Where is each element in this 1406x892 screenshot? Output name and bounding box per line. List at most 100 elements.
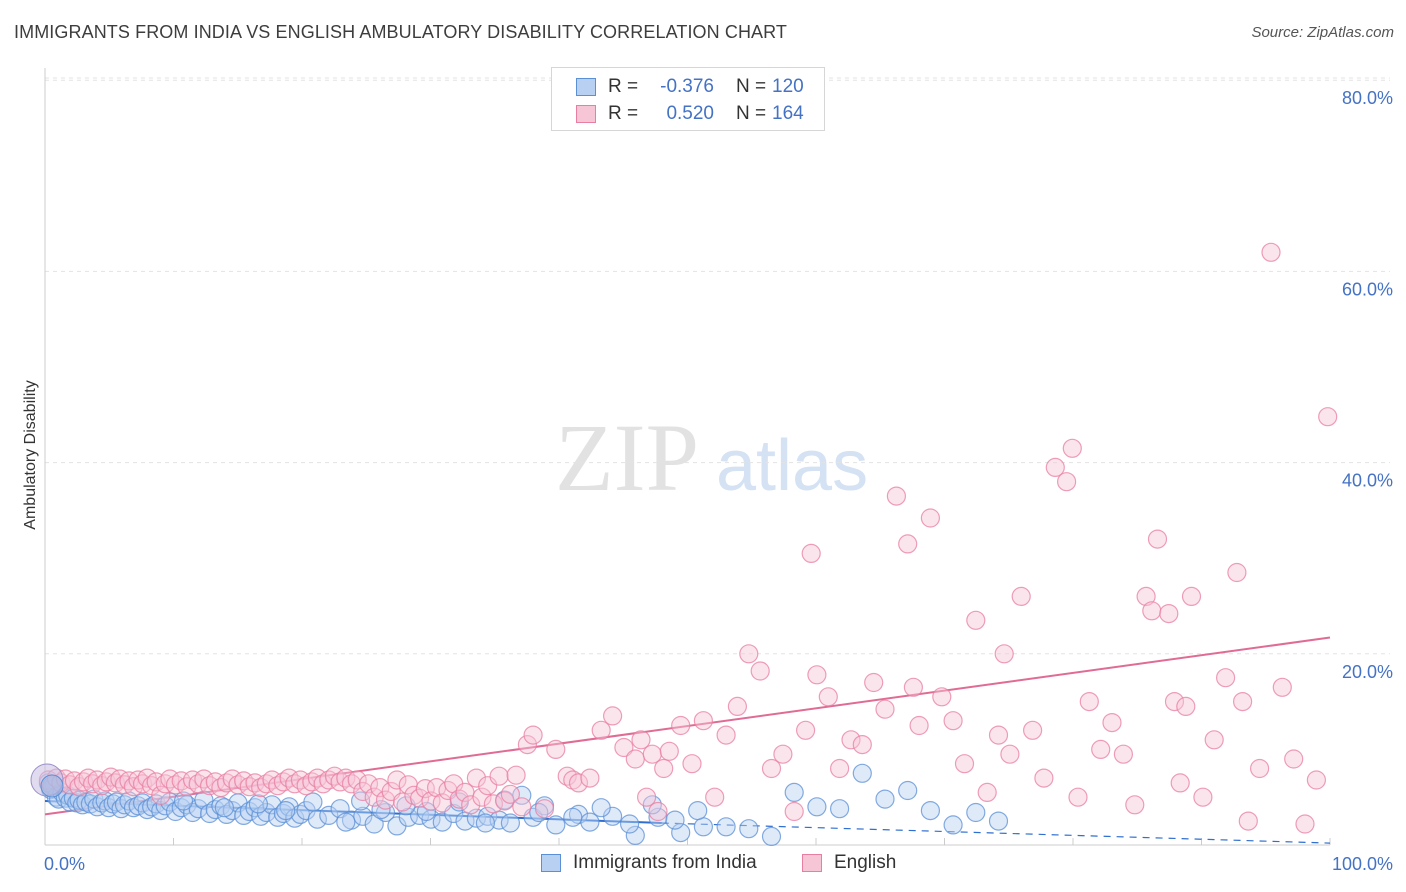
data-point bbox=[591, 720, 611, 740]
legend-item-india[interactable]: Immigrants from India bbox=[541, 852, 757, 874]
data-point bbox=[568, 804, 589, 825]
legend-n-label: N = bbox=[736, 76, 767, 97]
data-point bbox=[1056, 472, 1077, 492]
data-point bbox=[943, 711, 963, 731]
data-point bbox=[1193, 787, 1213, 807]
data-point bbox=[727, 696, 748, 717]
data-point bbox=[165, 801, 186, 822]
data-point bbox=[1147, 529, 1168, 549]
data-point bbox=[784, 801, 804, 822]
watermark-atlas: atlas bbox=[716, 426, 868, 506]
data-point bbox=[875, 699, 895, 719]
data-point bbox=[671, 822, 691, 843]
legend-label-india: Immigrants from India bbox=[573, 852, 757, 873]
data-point bbox=[1227, 562, 1247, 583]
data-point bbox=[807, 797, 827, 817]
data-point bbox=[489, 766, 509, 786]
data-point bbox=[268, 776, 288, 796]
data-point bbox=[580, 768, 600, 788]
data-point bbox=[251, 806, 271, 826]
data-point bbox=[795, 720, 816, 740]
data-point bbox=[410, 788, 430, 808]
stats-legend: R = -0.376 N = 120 R = 0.520 N = 164 bbox=[551, 67, 825, 131]
data-point bbox=[534, 799, 555, 819]
data-point bbox=[251, 777, 271, 798]
data-point bbox=[784, 782, 804, 803]
data-point bbox=[864, 672, 884, 693]
data-point bbox=[1318, 407, 1338, 427]
data-point bbox=[693, 817, 714, 837]
tick-labels: 20.0% 40.0% 60.0% 80.0% 0.0% 100.0% bbox=[44, 88, 1393, 874]
grid-lines bbox=[45, 77, 1390, 655]
data-point bbox=[671, 715, 691, 736]
data-point bbox=[341, 774, 362, 794]
data-point bbox=[506, 765, 526, 785]
y-tick-label: 80.0% bbox=[1342, 88, 1393, 108]
data-point bbox=[829, 758, 850, 779]
data-point bbox=[739, 819, 759, 839]
data-point bbox=[631, 730, 651, 750]
data-point bbox=[1062, 438, 1082, 458]
data-point bbox=[625, 825, 645, 846]
data-point bbox=[852, 763, 872, 783]
data-point bbox=[841, 730, 861, 750]
data-point bbox=[214, 798, 234, 818]
data-point bbox=[1215, 668, 1236, 688]
data-point bbox=[475, 813, 495, 833]
data-point bbox=[886, 486, 907, 506]
legend-label-english: English bbox=[834, 852, 897, 873]
data-point bbox=[1164, 691, 1185, 712]
data-point bbox=[1176, 696, 1196, 717]
data-point bbox=[336, 812, 356, 832]
data-point bbox=[988, 811, 1009, 831]
data-point bbox=[591, 798, 611, 818]
data-point bbox=[920, 800, 941, 821]
data-point bbox=[761, 826, 782, 847]
data-point bbox=[296, 776, 316, 796]
legend-n-value: 120 bbox=[772, 76, 804, 97]
data-point bbox=[563, 807, 583, 827]
data-point bbox=[818, 687, 838, 707]
data-point bbox=[875, 789, 895, 809]
data-point bbox=[353, 806, 373, 826]
data-point bbox=[1113, 744, 1134, 764]
watermark: ZIP atlas bbox=[555, 404, 868, 511]
data-point bbox=[693, 711, 714, 731]
data-point bbox=[1136, 586, 1156, 607]
data-point bbox=[654, 758, 674, 779]
data-point bbox=[472, 787, 492, 807]
data-point bbox=[903, 677, 924, 697]
data-point bbox=[625, 749, 645, 769]
data-point bbox=[500, 784, 520, 804]
data-point bbox=[1022, 720, 1043, 740]
y-tick-label: 20.0% bbox=[1342, 662, 1393, 682]
data-point bbox=[563, 770, 583, 790]
legend-r-label: R = bbox=[608, 76, 639, 97]
data-point bbox=[151, 785, 171, 805]
data-point bbox=[716, 725, 736, 745]
legend-item-english[interactable]: English bbox=[802, 852, 896, 874]
data-point bbox=[404, 785, 424, 805]
x-tick-label: 100.0% bbox=[1332, 854, 1393, 874]
data-point bbox=[319, 805, 339, 826]
data-points bbox=[30, 242, 1338, 847]
data-point bbox=[1261, 242, 1281, 262]
data-point bbox=[659, 741, 679, 761]
legend-row-english: R = 0.520 N = 164 bbox=[576, 101, 804, 127]
data-point bbox=[1238, 811, 1258, 831]
chart-source: Source: ZipAtlas.com bbox=[1251, 24, 1394, 41]
data-point bbox=[1125, 795, 1145, 815]
data-point bbox=[1284, 749, 1304, 769]
data-point bbox=[761, 758, 782, 779]
data-point bbox=[898, 780, 918, 801]
data-point bbox=[966, 802, 986, 823]
data-point bbox=[371, 799, 391, 820]
legend-r-label: R = bbox=[608, 103, 639, 124]
data-point bbox=[461, 795, 481, 815]
data-point bbox=[1204, 730, 1224, 750]
data-point bbox=[1045, 457, 1065, 477]
data-point bbox=[977, 782, 997, 803]
data-point bbox=[370, 777, 390, 798]
legend-swatch-english bbox=[802, 854, 822, 872]
chart-title: IMMIGRANTS FROM INDIA VS ENGLISH AMBULAT… bbox=[14, 22, 788, 42]
